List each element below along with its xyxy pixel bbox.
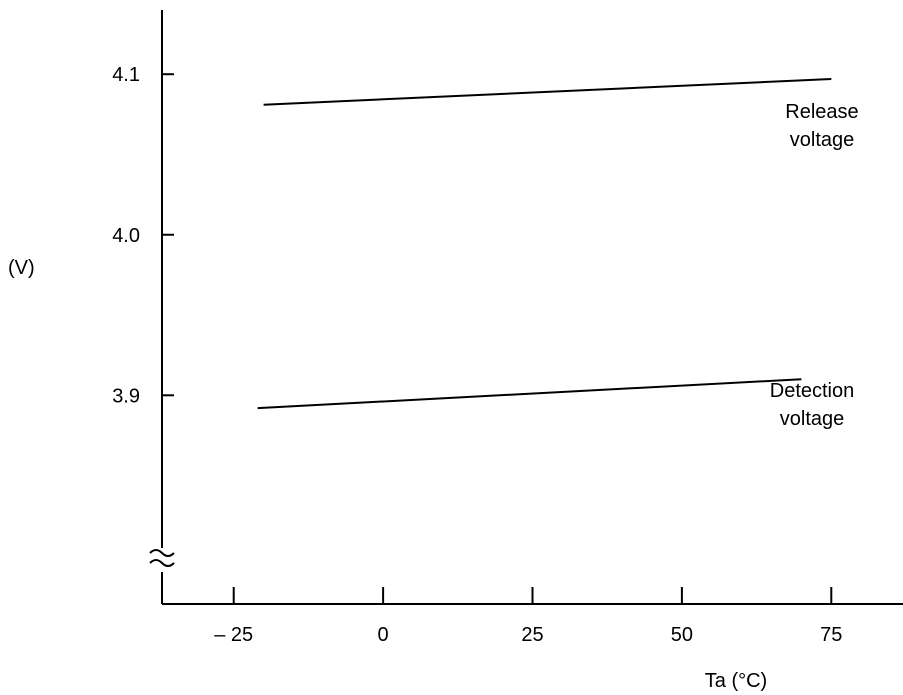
series-label: voltage: [780, 408, 845, 430]
axis-break-mark-lower: [149, 559, 175, 567]
x-tick-label: 25: [521, 624, 543, 646]
series-line-release-voltage: [263, 78, 832, 106]
series-line-detection-voltage: [257, 378, 802, 410]
x-tick-label: – 25: [214, 624, 253, 646]
y-tick-label: 3.9: [112, 385, 140, 407]
series-lines: [257, 78, 832, 410]
axis-break-mark-upper: [149, 549, 175, 557]
x-tick-label: 75: [820, 624, 842, 646]
x-axis-title: Ta (°C): [705, 670, 767, 692]
ticks: 3.9 4.0 4.1 – 25 0 25 50 75: [112, 64, 842, 646]
x-tick-label: 0: [378, 624, 389, 646]
labels: Release voltage Detection voltage (V) Ta (°C): [8, 101, 859, 692]
axes: [149, 10, 903, 605]
y-axis-title: (V): [8, 257, 35, 279]
series-label: voltage: [790, 129, 855, 151]
series-label: Release: [785, 101, 858, 123]
y-tick-label: 4.0: [112, 225, 140, 247]
y-tick-label: 4.1: [112, 64, 140, 86]
series-label: Detection: [770, 380, 855, 402]
x-tick-label: 50: [671, 624, 693, 646]
